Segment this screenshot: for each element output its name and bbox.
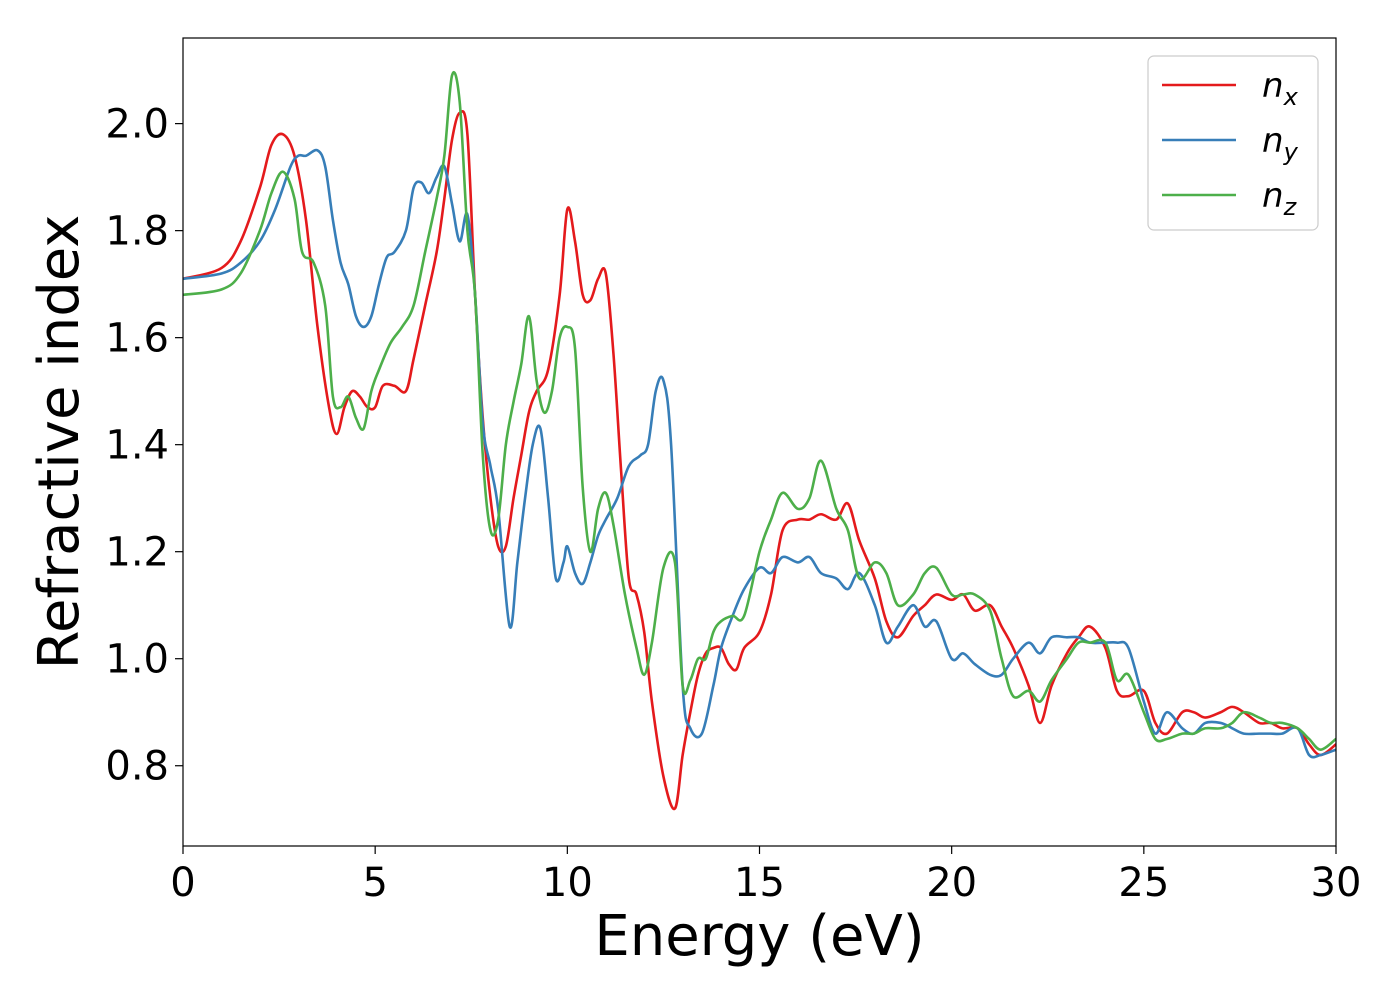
legend-label-nx: nx [1262,66,1299,111]
x-tick-label: 30 [1311,860,1362,906]
x-tick-label: 0 [170,860,195,906]
x-tick-label: 15 [734,860,785,906]
legend: nx ny nz [1147,55,1319,231]
x-tick-label: 5 [362,860,387,906]
y-tick-label: 2.0 [105,102,169,148]
x-tick-label: 20 [926,860,977,906]
y-tick-label: 1.0 [105,637,169,683]
y-tick-label: 1.2 [105,530,169,576]
x-axis-ticks: 0 5 10 15 20 25 30 [170,846,1361,906]
legend-label-nz: nz [1262,176,1298,221]
x-axis-title: Energy (eV) [594,904,924,969]
y-axis-title: Refractive index [27,215,92,670]
y-tick-label: 0.8 [105,744,169,790]
series-line-nx [183,109,1336,811]
legend-label-ny: ny [1262,121,1299,166]
y-axis-ticks: 0.8 1.0 1.2 1.4 1.6 1.8 2.0 [105,102,183,790]
series-line-ny [183,148,1336,759]
x-tick-label: 10 [542,860,593,906]
x-tick-label: 25 [1118,860,1169,906]
y-tick-label: 1.8 [105,209,169,255]
series-layer [183,70,1336,811]
y-tick-label: 1.4 [105,423,169,469]
y-tick-label: 1.6 [105,316,169,362]
legend-box [1147,55,1319,231]
series-line-nz [183,70,1336,751]
